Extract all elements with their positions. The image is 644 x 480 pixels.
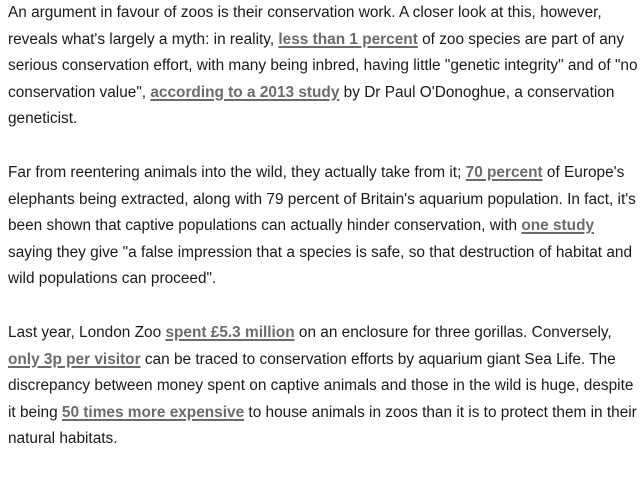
text-run: Last year, London Zoo	[8, 323, 166, 341]
text-run: on an enclosure for three gorillas. Conv…	[294, 323, 612, 341]
link-only-3p-per-visitor[interactable]: only 3p per visitor	[8, 350, 141, 368]
link-70-percent[interactable]: 70 percent	[465, 163, 543, 181]
link-less-than-1-percent[interactable]: less than 1 percent	[278, 30, 418, 48]
link-2013-study[interactable]: according to a 2013 study	[150, 83, 340, 101]
text-run: of zoo species are part of any serious c…	[8, 30, 638, 101]
text-run: of Europe's elephants being extracted, a…	[8, 163, 636, 235]
text-run: by Dr Paul O'Donoghue, a conservation ge…	[8, 83, 615, 128]
link-one-study[interactable]: one study	[521, 217, 595, 235]
text-run: can be traced to conservation efforts by…	[8, 350, 634, 421]
paragraph-1: An argument in favour of zoos is their c…	[8, 0, 638, 133]
text-run: An argument in favour of zoos is their c…	[8, 4, 602, 48]
text-run: saying they give "a false impression tha…	[8, 243, 633, 288]
article-body: An argument in favour of zoos is their c…	[8, 0, 638, 480]
link-spent-5-3-million[interactable]: spent £5.3 million	[165, 323, 295, 341]
text-run: Far from reentering animals into the wil…	[8, 163, 466, 181]
paragraph-3: Last year, London Zoo spent £5.3 million…	[8, 320, 638, 453]
paragraph-2: Far from reentering animals into the wil…	[8, 160, 638, 293]
text-run: to house animals in zoos than it is to p…	[8, 403, 637, 448]
link-50-times-more-expensive[interactable]: 50 times more expensive	[61, 403, 245, 421]
